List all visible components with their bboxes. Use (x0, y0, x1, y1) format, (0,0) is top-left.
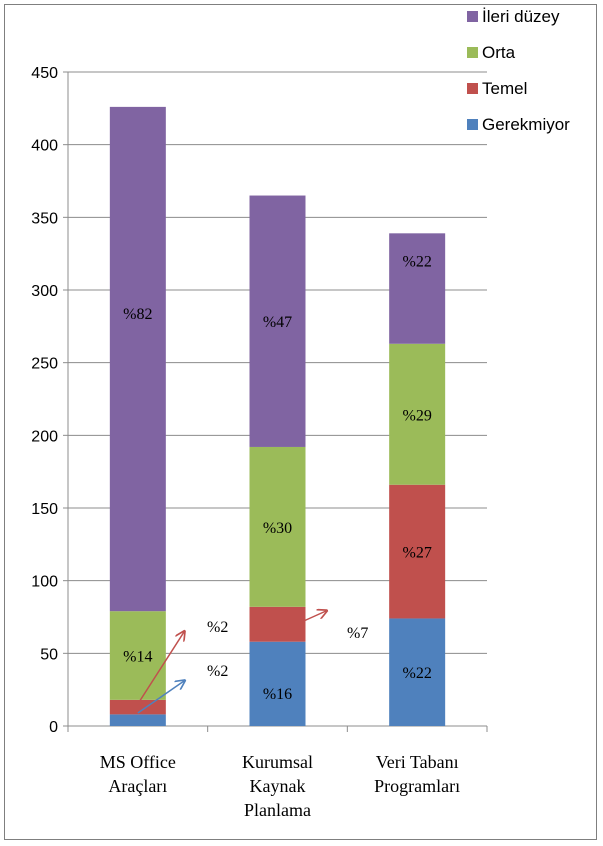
y-tick-label-300: 300 (31, 283, 58, 300)
y-tick-label-400: 400 (31, 138, 58, 155)
category-label-0-line-0: MS Office (100, 752, 176, 772)
bar-2-temel (389, 484, 446, 619)
bar-1-temel (249, 606, 306, 642)
data-label-2-3: %22 (403, 254, 432, 271)
category-label-1-line-0: Kurumsal (242, 752, 313, 772)
legend-label-temel: Temel (482, 79, 527, 98)
category-label-1-line-1: Kaynak (250, 776, 306, 796)
bar-0-orta (109, 611, 166, 700)
bar-1-i̇leri-düzey (249, 195, 306, 447)
data-label-0-1: %2 (207, 619, 228, 636)
legend-label-gerekmiyor: Gerekmiyor (482, 115, 570, 134)
data-label-1-1: %7 (347, 625, 368, 642)
bar-1-gerekmiyor (249, 641, 306, 726)
legend-label-orta: Orta (482, 43, 516, 62)
legend-swatch-gerekmiyor (467, 119, 478, 130)
y-tick-label-350: 350 (31, 210, 58, 227)
data-label-0-0: %2 (207, 663, 228, 680)
bar-1-orta (249, 446, 306, 607)
data-label-1-2: %30 (263, 520, 292, 537)
bar-2-i̇leri-düzey (389, 233, 446, 344)
y-tick-label-100: 100 (31, 574, 58, 591)
data-label-0-2: %14 (123, 649, 152, 666)
callout-arrow-0-1 (137, 632, 184, 705)
y-tick-label-50: 50 (40, 646, 58, 663)
legend-swatch-i̇leri-düzey (467, 11, 478, 22)
data-label-2-1: %27 (403, 545, 432, 562)
data-label-0-3: %82 (123, 306, 152, 323)
data-label-2-2: %29 (403, 407, 432, 424)
y-tick-label-150: 150 (31, 501, 58, 518)
y-tick-label-200: 200 (31, 428, 58, 445)
bar-0-i̇leri-düzey (109, 106, 166, 612)
category-label-1-line-2: Planlama (244, 800, 311, 820)
bar-2-orta (389, 343, 446, 485)
legend-label-i̇leri-düzey: İleri düzey (482, 7, 560, 26)
data-label-1-0: %16 (263, 686, 292, 703)
chart-frame (4, 4, 597, 840)
legend-swatch-temel (467, 83, 478, 94)
y-tick-label-250: 250 (31, 356, 58, 373)
y-tick-label-0: 0 (49, 719, 58, 736)
callout-arrow-1-1 (301, 611, 327, 623)
data-label-1-3: %47 (263, 314, 292, 331)
category-label-2-line-1: Programları (374, 776, 460, 796)
category-label-0-line-1: Araçları (108, 776, 167, 796)
legend-swatch-orta (467, 47, 478, 58)
category-label-2-line-0: Veri Tabanı (376, 752, 459, 772)
data-label-2-0: %22 (403, 665, 432, 682)
callout-arrow-0-0 (137, 681, 184, 714)
bar-0-gerekmiyor (109, 714, 166, 726)
y-tick-label-450: 450 (31, 65, 58, 82)
bar-2-gerekmiyor (389, 618, 446, 726)
